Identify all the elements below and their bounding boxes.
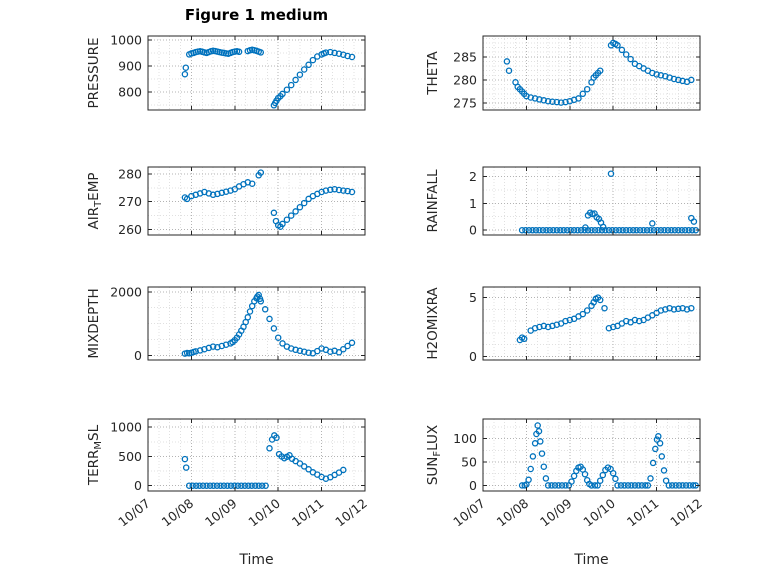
subplot-airtemp: 260 270 280 AIRTEMP [86,166,366,237]
data-points [181,432,347,489]
x-tick-label: 10/10 [245,496,283,530]
grid-lines [147,419,366,491]
grid-lines [147,36,366,110]
subplot-theta: 275 280 285 THETA [425,35,701,111]
y-tick-label: 100 [453,431,477,446]
tick-marks [482,419,701,491]
y-tick-label: 2000 [110,284,142,299]
y-axis-label: AIRTEMP [86,172,104,229]
y-tick-label: 275 [453,96,477,111]
subplot-rainfall: 0 1 2 RAINFALL [425,166,701,238]
y-tick-label: 0 [469,223,477,238]
y-axis-label: TERRMSL [86,424,104,486]
tick-marks [482,167,701,235]
x-tick-label: 10/11 [289,496,327,530]
y-tick-label: 900 [118,58,142,73]
x-tick-label: 10/12 [667,496,705,530]
y-axis-label: THETA [425,51,441,96]
axes-box [147,418,366,492]
subplot-terrmsl: 0 500 1000 TERRMSL 10/07 10/08 10/09 10/10 10/11… [86,418,370,530]
data-points [516,294,695,344]
x-tick-label: 10/08 [159,496,197,530]
x-tick-label: 10/08 [494,496,532,530]
tick-marks [147,167,366,235]
y-tick-label: 1 [469,196,477,211]
y-tick-label: 260 [118,222,142,237]
axes-box [482,35,701,111]
y-tick-label: 285 [453,49,477,64]
grid-lines [482,287,701,360]
tick-marks [147,36,366,110]
y-axis-label: H2OMIXRA [425,287,441,360]
x-axis-label-right: Time [574,552,609,568]
x-tick-label: 10/12 [332,496,370,530]
y-axis-label: MIXDEPTH [86,288,102,358]
grid-lines [482,167,701,235]
y-axis-label: PRESSURE [86,38,102,109]
y-tick-label: 0 [134,348,142,363]
y-tick-label: 270 [118,194,142,209]
axes-box [147,166,366,236]
axes-box [147,35,366,111]
x-tick-label: 10/09 [537,496,575,530]
x-tick-label: 10/10 [580,496,618,530]
tick-marks [482,287,701,360]
data-points [503,39,695,106]
subplot-sunflux: 0 50 100 SUNFLUX 10/07 10/08 10/09 10/10 10/11 10… [425,418,705,530]
x-tick-label: 10/07 [450,496,488,530]
data-points [518,170,699,234]
y-tick-label: 800 [118,84,142,99]
y-tick-label: 0 [469,349,477,364]
axes-box [482,166,701,236]
y-tick-label: 280 [453,72,477,87]
x-tick-label: 10/09 [202,496,240,530]
axes-box [482,286,701,361]
y-tick-label: 500 [118,449,142,464]
data-points [181,291,356,357]
tick-marks [147,287,366,360]
data-points [181,169,356,230]
grid-lines [482,419,701,491]
y-axis-label: RAINFALL [425,169,441,232]
y-tick-label: 0 [134,478,142,493]
subplot-pressure: 800 900 1000 PRESSURE [86,32,366,111]
y-axis-label: SUNFLUX [425,425,443,485]
y-tick-label: 2 [469,169,477,184]
subplot-h2omixra: 0 5 H2OMIXRA [425,286,701,364]
figure-title: Figure 1 medium [184,6,329,24]
y-tick-label: 5 [469,290,477,305]
tick-marks [147,419,366,491]
y-tick-label: 0 [469,478,477,493]
x-axis-label-left: Time [239,552,274,568]
x-tick-label: 10/07 [115,496,153,530]
data-points [518,422,699,489]
grid-lines [482,36,701,110]
y-tick-label: 1000 [110,32,142,47]
y-tick-label: 50 [461,455,477,470]
x-tick-label: 10/11 [624,496,662,530]
data-points [181,46,356,109]
axes-box [147,286,366,361]
y-tick-label: 280 [118,166,142,181]
grid-lines [147,167,366,235]
grid-lines [147,287,366,360]
subplot-mixdepth: 0 2000 MIXDEPTH [86,284,366,363]
tick-marks [482,36,701,110]
axes-box [482,418,701,492]
y-tick-label: 1000 [110,420,142,435]
